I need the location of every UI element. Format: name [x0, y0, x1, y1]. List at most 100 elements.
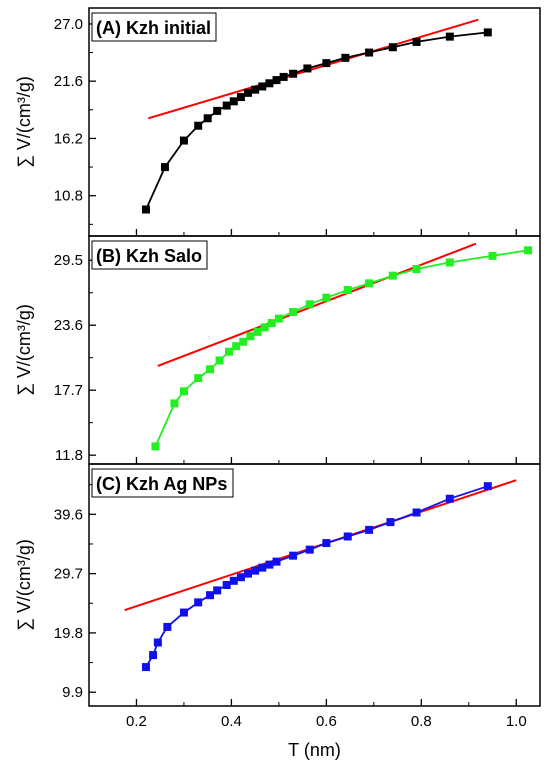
panel-a-label-box — [91, 12, 217, 42]
panel-a-ytick-label: 21.6 — [54, 73, 83, 90]
panel-c-data-point — [236, 573, 245, 582]
panel-c-data-point — [179, 608, 188, 617]
panel-c-data-point — [386, 518, 395, 527]
panel-a-data-point — [303, 64, 312, 73]
panel-c-ytick-label: 39.6 — [54, 506, 83, 523]
panel-a-data-point — [141, 205, 150, 214]
panel-a-ytick-label: 27.0 — [54, 16, 83, 33]
panel-b-ytick-label: 29.5 — [54, 252, 83, 269]
panel-c-data-point — [289, 551, 298, 560]
xtick-label: 0.4 — [221, 713, 242, 730]
panel-b-ytick-label: 17.7 — [54, 382, 83, 399]
panel-b-data-point — [267, 319, 276, 328]
panel-b-data-point — [194, 374, 203, 383]
panel-b-data-point — [445, 258, 454, 267]
panel-a-data-point — [322, 59, 331, 68]
panel-c-data-point — [153, 638, 162, 647]
panel-b-data-point — [343, 285, 352, 294]
panel-c-data-point — [194, 598, 203, 607]
panel-c-data-point — [251, 566, 260, 575]
panel-b-data-point — [524, 246, 533, 255]
panel-c-data-point — [222, 581, 231, 589]
panel-a-title: (A) Kzh initial — [96, 18, 211, 38]
panel-b-data-point — [488, 251, 497, 260]
panel-a-data-point — [244, 88, 253, 97]
panel-c-label-box — [91, 468, 234, 498]
panel-b-data-point — [305, 300, 314, 309]
panel-c-data-point — [365, 525, 374, 534]
panel-a-data-point — [258, 82, 267, 91]
panel-b-data-point — [215, 356, 224, 365]
panel-a-ylabel: ∑ V/(cm³/g) — [14, 76, 34, 168]
panel-c-data-point — [149, 651, 158, 660]
panel-c-data-point — [322, 539, 331, 548]
panel-a-data-point — [179, 136, 188, 145]
panel-a-data-point — [445, 32, 454, 41]
panel-c-title: (C) Kzh Ag NPs — [96, 474, 227, 494]
panel-b-data-point — [253, 327, 262, 336]
panel-a-data-point — [213, 106, 222, 115]
panel-c-ytick-label: 19.8 — [54, 625, 83, 642]
panel-c-data-point — [445, 494, 454, 503]
panel-a-ytick-label: 10.8 — [54, 188, 83, 205]
panel-a-data-point — [388, 43, 397, 52]
panel-b-data-point — [206, 365, 215, 374]
panel-c-ytick-label: 9.9 — [62, 684, 83, 701]
panel-c-ylabel: ∑ V/(cm³/g) — [14, 539, 34, 631]
panel-a-data-point — [203, 114, 212, 123]
panel-b-label-box — [91, 240, 208, 270]
panel-b-fit-line — [157, 242, 477, 367]
xtick-label: 0.6 — [316, 713, 337, 730]
panel-a-data-point — [194, 121, 203, 130]
panel-c-data-point — [305, 545, 314, 554]
panel-b-title: (B) Kzh Salo — [96, 246, 202, 266]
panel-c-data-point — [343, 532, 352, 541]
panel-a-frame — [88, 7, 541, 237]
panel-b-data-point — [388, 271, 397, 280]
panel-b-data-point — [289, 308, 298, 316]
panel-b-data-point — [365, 279, 374, 288]
panel-a-data-point — [272, 76, 281, 85]
panel-b-ytick-label: 23.6 — [54, 317, 83, 334]
panel-c-data-point — [244, 569, 253, 578]
panel-c-data-point — [141, 663, 150, 672]
panel-b-ytick-label: 11.8 — [55, 447, 83, 464]
panel-b-data-point — [151, 442, 160, 451]
panel-a-data-point — [365, 48, 374, 57]
panel-c-data-point — [229, 576, 238, 585]
panel-a-data-point — [412, 37, 421, 46]
xtick-label: 1.0 — [506, 713, 527, 730]
panel-a-data-point — [236, 93, 245, 102]
panel-b-data-point — [225, 347, 234, 356]
panel-a-data-point — [483, 28, 492, 37]
panel-c-data-point — [265, 560, 274, 569]
xtick-label: 0.8 — [411, 713, 432, 730]
panel-b-data-point — [170, 399, 179, 408]
x-axis-title: T (nm) — [288, 740, 341, 760]
xtick-label: 0.2 — [126, 713, 147, 730]
panel-b-data-point — [260, 323, 269, 332]
panel-b-data-point — [179, 387, 188, 396]
panel-c-data-point — [163, 622, 172, 631]
panel-a-data-point — [251, 85, 260, 94]
panel-c-data-point — [412, 508, 421, 517]
panel-b-data-point — [274, 314, 283, 323]
panel-c-data-point — [258, 563, 267, 572]
panel-b-data-point — [412, 265, 421, 274]
panel-a-data-point — [265, 79, 274, 88]
panel-a-data-point — [289, 69, 298, 78]
panel-b-data-point — [246, 332, 255, 341]
panel-a-fit-line — [148, 18, 479, 120]
panel-c-data-point — [213, 586, 222, 595]
panel-c-data-point — [272, 557, 281, 566]
panel-a-series-line — [145, 31, 488, 210]
panel-b-data-point — [232, 342, 241, 351]
panel-c-ytick-label: 29.7 — [54, 566, 83, 583]
panel-b-ylabel: ∑ V/(cm³/g) — [14, 304, 34, 396]
panel-b-series-line — [154, 249, 529, 447]
panel-a-data-point — [341, 53, 350, 62]
panel-a-data-point — [229, 97, 238, 106]
panel-b-data-point — [322, 293, 331, 302]
